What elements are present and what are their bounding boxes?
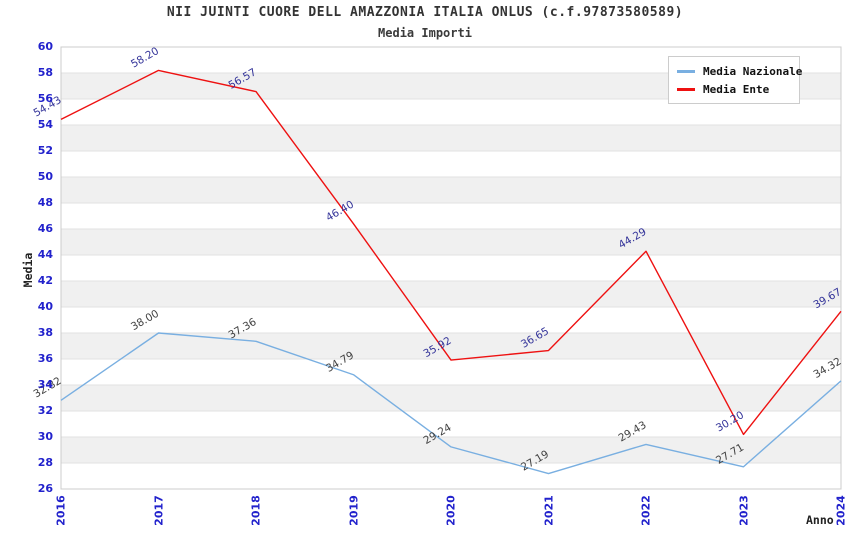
x-tick-label: 2019: [347, 495, 360, 526]
grid-band: [61, 125, 841, 151]
x-tick-label: 2018: [249, 495, 263, 526]
grid-band: [61, 333, 841, 359]
y-tick-label: 40: [37, 300, 53, 313]
grid-band: [61, 281, 841, 307]
grid-band: [61, 411, 841, 437]
y-tick-label: 38: [37, 326, 53, 339]
grid-band: [61, 463, 841, 489]
legend-swatch-media-nazionale-icon: [677, 69, 695, 73]
plot-border: [60, 46, 842, 490]
grid-band: [61, 255, 841, 281]
y-tick-label: 44: [37, 248, 53, 261]
legend-item-media-ente: Media Ente: [677, 80, 793, 98]
x-tick-label: 2017: [152, 495, 165, 526]
grid-band: [61, 359, 841, 385]
legend-label-media-nazionale: Media Nazionale: [703, 64, 803, 78]
y-tick-label: 50: [37, 170, 53, 183]
y-tick-label: 34: [37, 378, 53, 391]
grid-band: [61, 385, 841, 411]
y-tick-label: 52: [37, 144, 53, 157]
y-tick-label: 46: [37, 222, 53, 235]
grid-band: [61, 177, 841, 203]
y-tick-label: 54: [37, 118, 53, 131]
grid-band: [61, 307, 841, 333]
chart-title: NII JUINTI CUORE DELL AMAZZONIA ITALIA O…: [166, 5, 684, 20]
y-tick-label: 26: [37, 482, 53, 495]
legend-label-media-ente: Media Ente: [703, 82, 770, 96]
legend: Media Nazionale Media Ente: [668, 56, 802, 104]
series-line-media-nazionale: [60, 332, 842, 475]
y-tick-label: 60: [37, 40, 53, 53]
y-tick-label: 58: [37, 66, 53, 79]
legend-item-media-nazionale: Media Nazionale: [677, 62, 802, 80]
grid-band: [61, 203, 841, 229]
x-tick-label: 2023: [737, 495, 750, 526]
chart-subtitle: Media Importi: [378, 26, 472, 40]
grid-band: [61, 151, 841, 177]
x-tick-label: 2021: [542, 495, 555, 526]
grid-band: [61, 229, 841, 255]
y-tick-label: 56: [37, 92, 53, 105]
x-tick-label: 2016: [54, 495, 68, 526]
y-axis-label: Media: [21, 252, 35, 288]
y-tick-label: 48: [37, 196, 53, 209]
series-line-media-ente: [60, 69, 842, 436]
y-tick-label: 36: [37, 352, 53, 365]
y-tick-label: 32: [37, 404, 53, 417]
legend-swatch-media-ente-icon: [677, 87, 695, 91]
y-tick-label: 30: [37, 430, 53, 443]
y-tick-label: 28: [37, 456, 53, 469]
y-tick-label: 42: [37, 274, 53, 287]
x-tick-label: 2022: [639, 495, 653, 526]
x-tick-label: 2020: [444, 495, 458, 526]
x-axis-label: Anno: [806, 513, 834, 527]
